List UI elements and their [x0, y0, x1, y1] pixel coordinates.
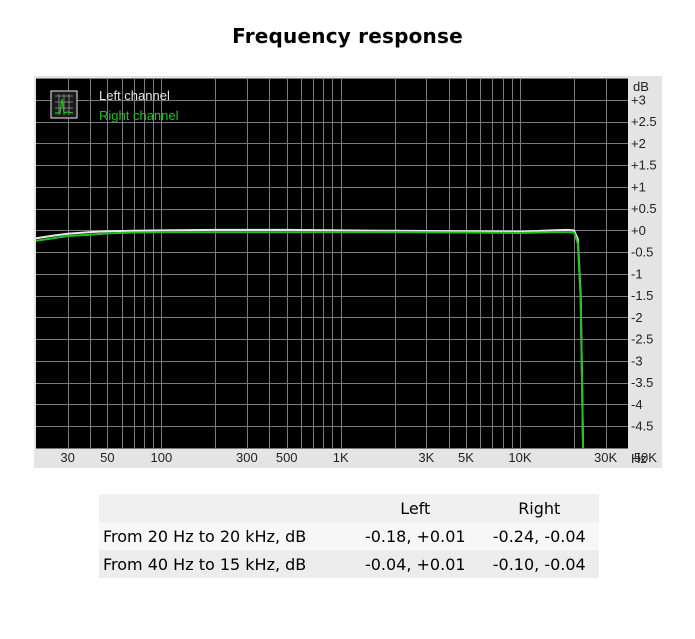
row-left-value: -0.18, +0.01 — [364, 526, 466, 546]
table-header-row: Left Right — [99, 494, 599, 522]
x-tick-label: 10K — [508, 450, 531, 465]
row-label: From 40 Hz to 15 kHz, dB — [103, 554, 307, 574]
row-right-value: -0.24, -0.04 — [492, 526, 586, 546]
y-tick-label: -1 — [631, 266, 643, 281]
y-tick-label: -4 — [631, 397, 643, 412]
y-axis-unit: dB — [633, 79, 649, 94]
y-axis-ticks: +3 +2.5 +2 +1.5 +1 +0.5 +0 -0.5 -1 -1.5 -2 -2.5 -3 -3… — [631, 92, 657, 433]
series-lines — [36, 228, 585, 448]
y-tick-label: -0.5 — [631, 245, 653, 260]
y-tick-label: -3 — [631, 353, 643, 368]
y-tick-label: +2.5 — [631, 114, 657, 129]
legend-icon — [50, 90, 78, 119]
y-tick-label: -1.5 — [631, 288, 653, 303]
table-row: From 40 Hz to 15 kHz, dB -0.04, +0.01 -0… — [99, 550, 599, 578]
x-tick-label: 30 — [60, 450, 74, 465]
table-header-right: Right — [518, 498, 561, 518]
x-axis-unit: Hz — [631, 451, 647, 466]
x-tick-label: 500 — [276, 450, 298, 465]
table-row: From 20 Hz to 20 kHz, dB -0.18, +0.01 -0… — [99, 522, 599, 550]
y-tick-label: +2 — [631, 136, 646, 151]
y-tick-label: +0 — [631, 223, 646, 238]
x-tick-label: 5K — [458, 450, 474, 465]
x-axis-ticks: 30 50 100 300 500 1K 3K 5K 10K 30K 50K — [60, 450, 657, 465]
legend-left-channel: Left channel — [99, 88, 170, 103]
row-right-value: -0.10, -0.04 — [492, 554, 586, 574]
row-left-value: -0.04, +0.01 — [364, 554, 466, 574]
x-tick-label: 1K — [333, 450, 349, 465]
y-tick-label: +1 — [631, 179, 646, 194]
frequency-response-chart: Left channel Right channel +3 +2.5 +2 +1.5 +… — [34, 76, 662, 468]
y-tick-label: -3.5 — [631, 375, 653, 390]
x-tick-label: 30K — [594, 450, 617, 465]
x-tick-label: 50 — [100, 450, 114, 465]
table-header-left: Left — [400, 498, 431, 518]
y-tick-label: -2.5 — [631, 332, 653, 347]
y-tick-label: +1.5 — [631, 158, 657, 173]
y-tick-label: -2 — [631, 310, 643, 325]
grid-lines — [36, 78, 628, 449]
chart-title: Frequency response — [232, 24, 463, 48]
y-tick-label: +0.5 — [631, 201, 657, 216]
summary-table: Left Right From 20 Hz to 20 kHz, dB -0.1… — [99, 494, 599, 578]
y-tick-label: +3 — [631, 92, 646, 107]
x-tick-label: 50K — [634, 450, 657, 465]
series-line-right-channel — [36, 231, 585, 448]
legend-right-channel: Right channel — [99, 108, 179, 123]
x-tick-label: 100 — [151, 450, 173, 465]
series-line-left-channel — [36, 228, 585, 448]
chart-canvas: Left channel Right channel +3+2.5+2+1.5+… — [34, 76, 662, 468]
legend: Left channel Right channel — [50, 88, 179, 123]
table-header-empty — [99, 494, 351, 522]
x-tick-label: 3K — [418, 450, 434, 465]
x-tick-label: 300 — [236, 450, 258, 465]
row-label: From 20 Hz to 20 kHz, dB — [103, 526, 307, 546]
y-tick-label: -4.5 — [631, 419, 653, 434]
